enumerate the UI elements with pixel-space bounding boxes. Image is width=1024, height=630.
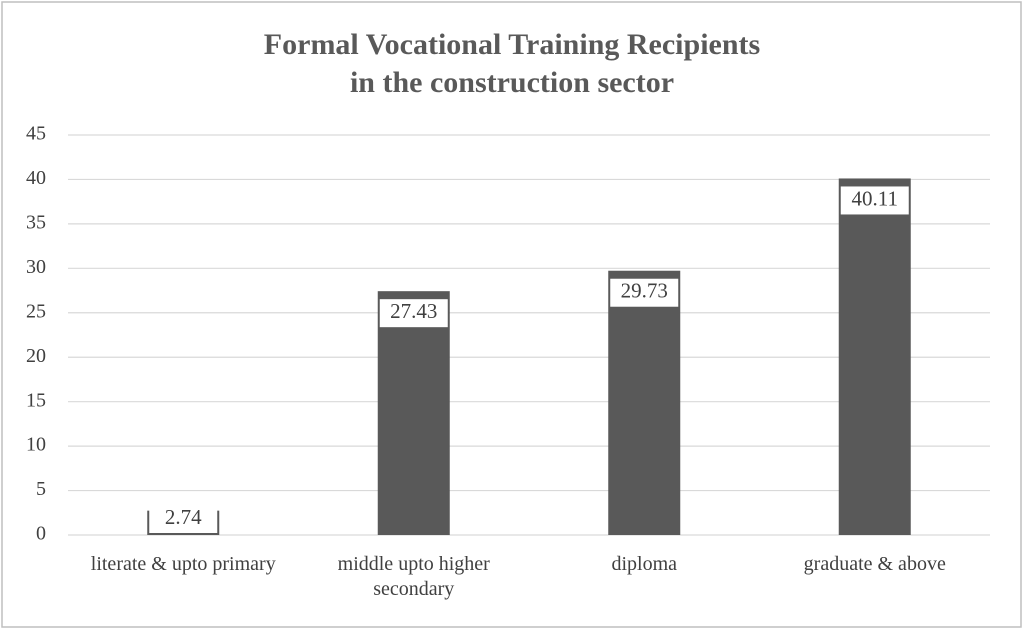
bar [608, 270, 681, 535]
x-tick-label: literate & upto primary [90, 553, 276, 575]
bar [377, 291, 450, 535]
data-label: 27.43 [390, 299, 437, 323]
chart-title: Formal Vocational Training Recipients in… [263, 28, 761, 99]
data-label-box [379, 299, 448, 328]
data-label: 29.73 [621, 279, 668, 303]
data-label-box [610, 278, 679, 307]
y-tick-label: 20 [26, 345, 46, 367]
y-tick-label: 40 [26, 167, 46, 189]
y-tick-label: 45 [26, 123, 46, 145]
data-label: 40.11 [852, 186, 898, 210]
bar [838, 178, 911, 535]
y-tick-label: 25 [26, 300, 46, 322]
data-label-box [840, 186, 909, 215]
y-tick-label: 15 [26, 389, 46, 411]
y-tick-label: 10 [26, 434, 46, 456]
y-tick-label: 35 [26, 211, 46, 233]
x-tick-label: diploma [611, 553, 678, 575]
x-tick-label: graduate & above [803, 553, 946, 575]
y-tick-label: 30 [26, 256, 46, 278]
data-label-box [149, 505, 218, 533]
data-label: 2.74 [165, 505, 202, 529]
x-tick-label: middle upto higher secondary [337, 553, 490, 600]
y-tick-label: 0 [36, 523, 46, 545]
y-tick-label: 5 [36, 478, 46, 500]
